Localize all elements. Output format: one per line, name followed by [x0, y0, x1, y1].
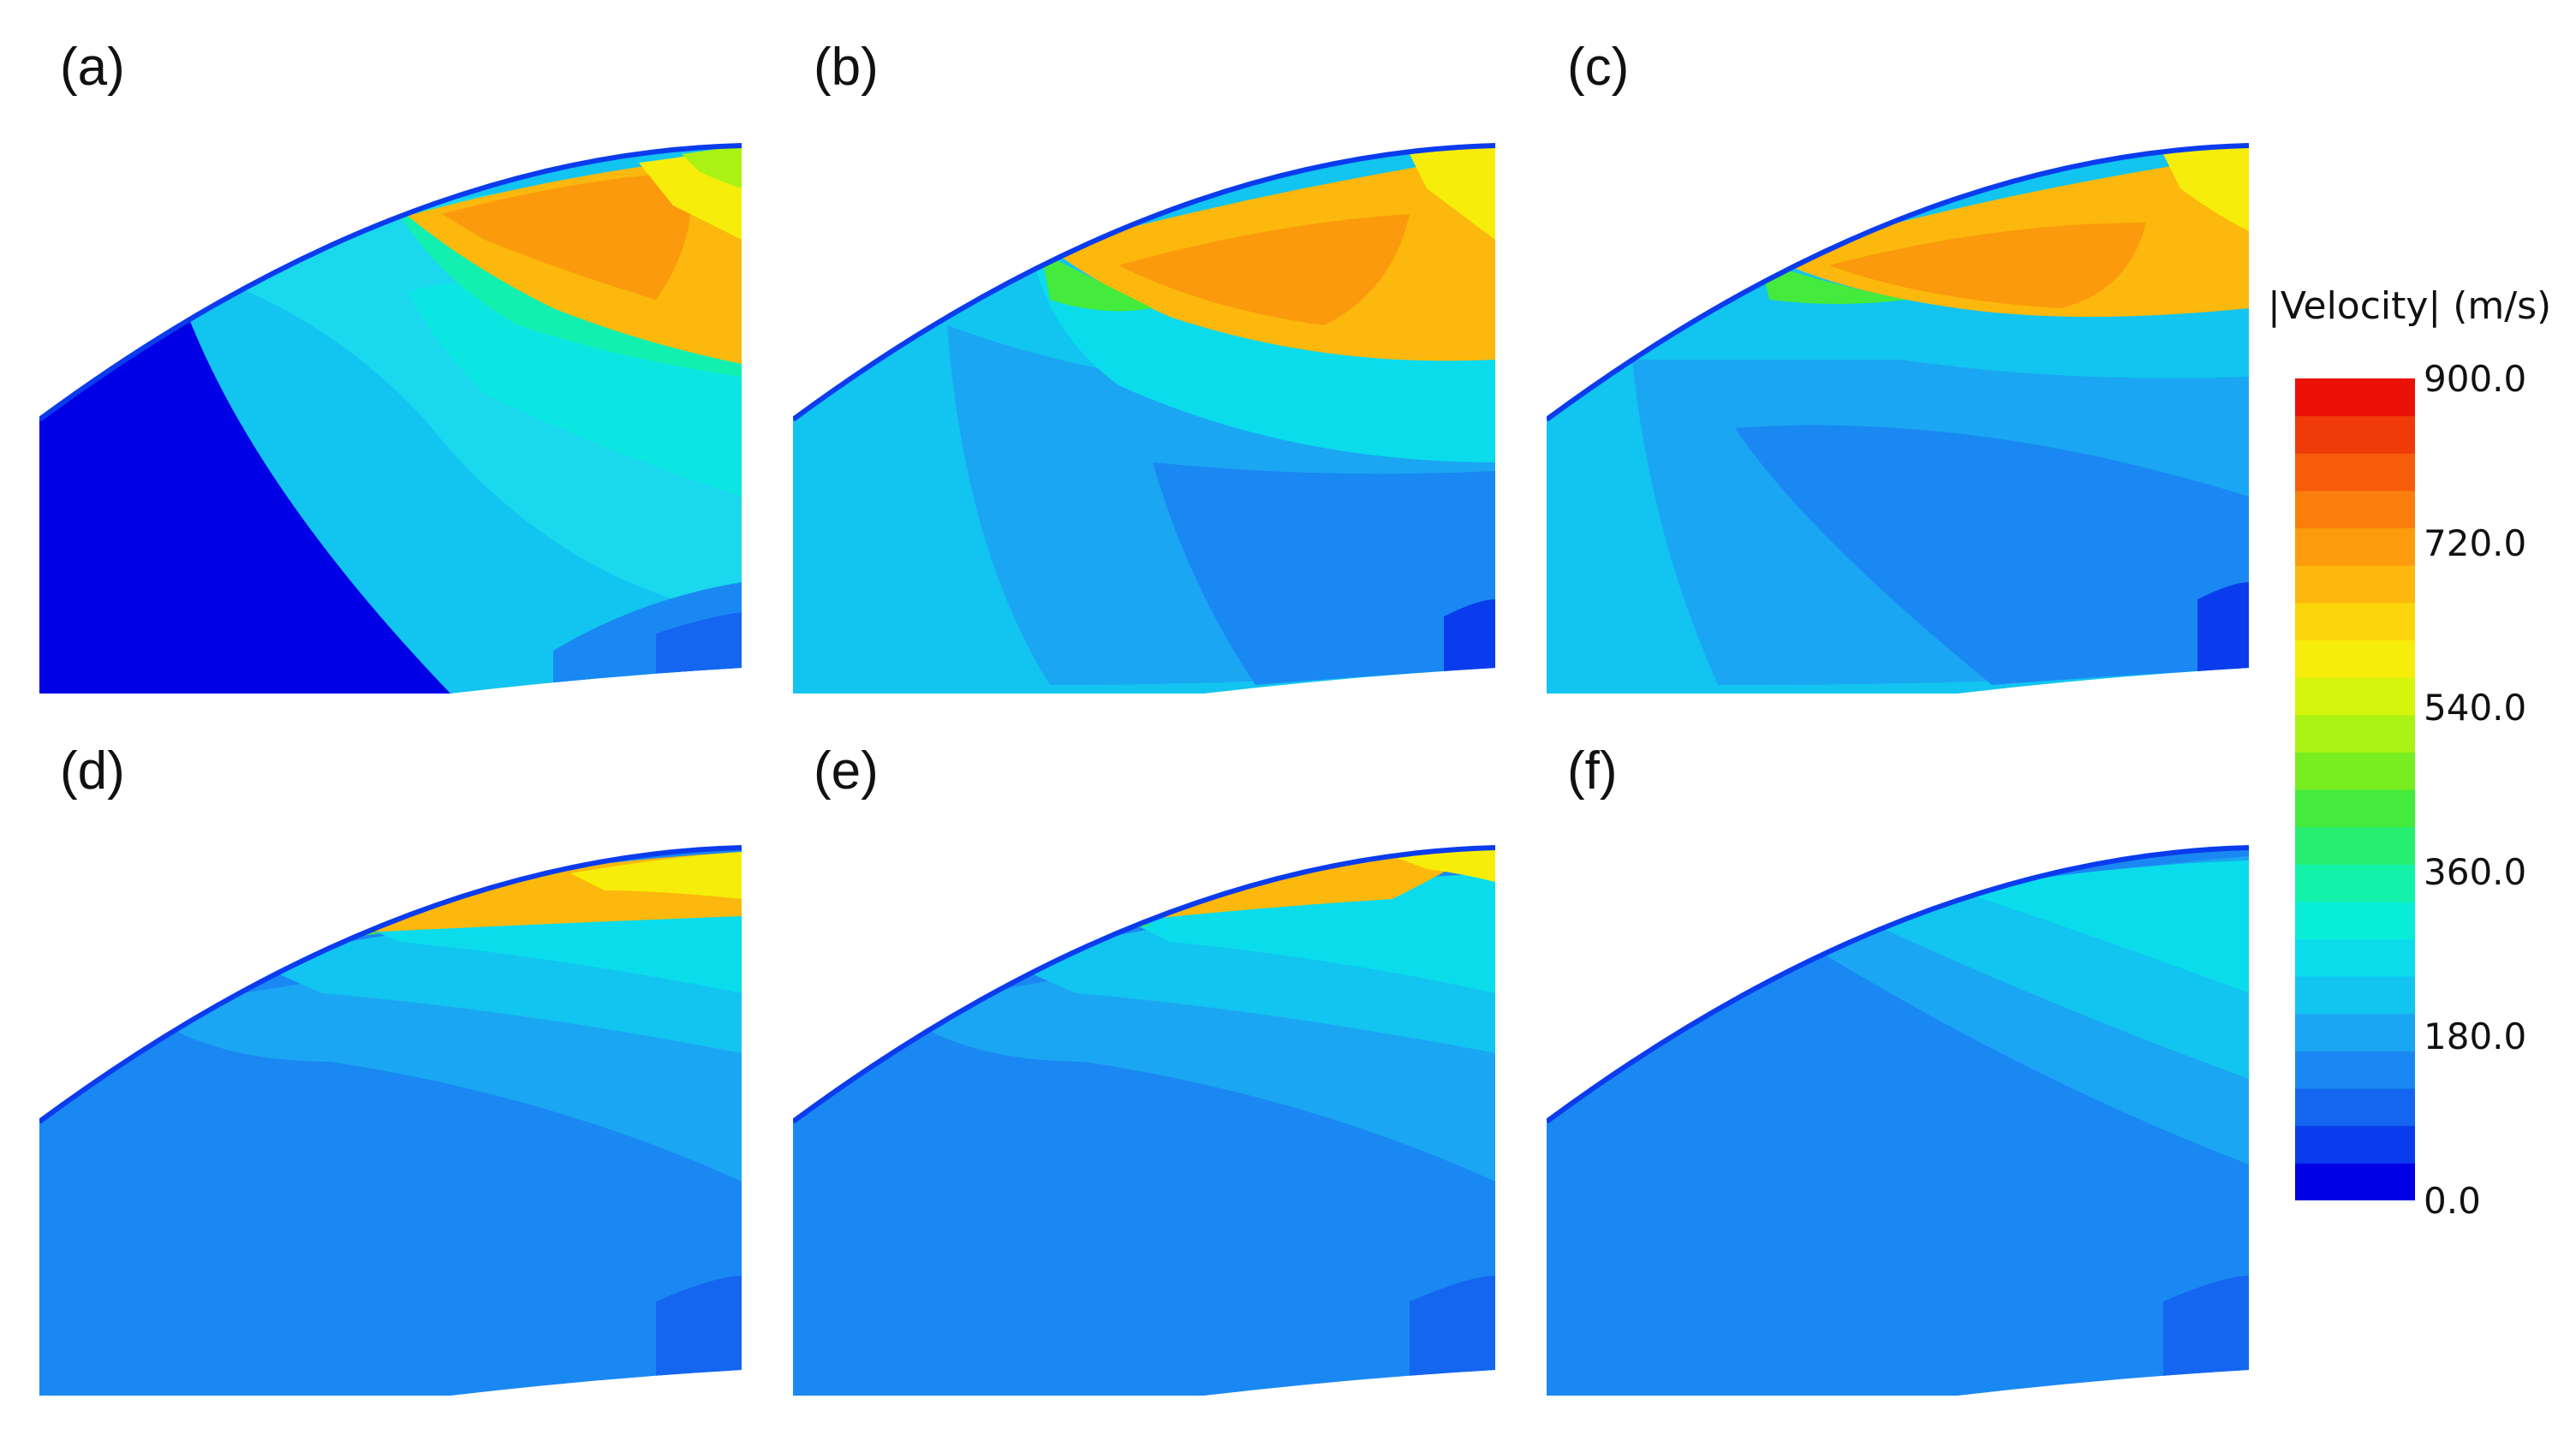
colorbar-band — [2295, 826, 2415, 865]
colorbar-band — [2295, 901, 2415, 940]
contour-panel-e — [793, 845, 1496, 1396]
colorbar-band — [2295, 453, 2415, 491]
colorbar-band — [2295, 864, 2415, 902]
colorbar-band — [2295, 714, 2415, 753]
colorbar-band — [2295, 752, 2415, 790]
panel-label-a: (a) — [60, 38, 125, 97]
contour-panel-c — [1547, 143, 2250, 694]
colorbar-band — [2295, 602, 2415, 640]
colorbar-band — [2295, 1125, 2415, 1164]
colorbar-tick-label: 0.0 — [2424, 1180, 2481, 1222]
colorbar-band — [2295, 1051, 2415, 1089]
colorbar-band — [2295, 938, 2415, 977]
colorbar — [2295, 378, 2415, 1200]
panel-label-b: (b) — [814, 38, 879, 97]
panel-label-d: (d) — [60, 741, 125, 801]
colorbar-tick-label: 360.0 — [2424, 851, 2527, 893]
colorbar-tick-label: 900.0 — [2424, 358, 2527, 400]
colorbar-band — [2295, 1013, 2415, 1051]
panel-label-c: (c) — [1567, 38, 1630, 97]
contour-panel-f — [1547, 845, 2250, 1396]
colorbar-band — [2295, 565, 2415, 604]
colorbar-band — [2295, 789, 2415, 828]
colorbar-tick-label: 180.0 — [2424, 1015, 2527, 1057]
colorbar-band — [2295, 415, 2415, 454]
colorbar-band — [2295, 976, 2415, 1015]
colorbar-band — [2295, 640, 2415, 678]
colorbar-tick-label: 720.0 — [2424, 522, 2527, 564]
colorbar-band — [2295, 1163, 2415, 1200]
contour-panel-d — [39, 845, 742, 1396]
colorbar-band — [2295, 527, 2415, 566]
colorbar-title: |Velocity| (m/s) — [2268, 284, 2552, 328]
colorbar-band — [2295, 490, 2415, 529]
colorbar-band — [2295, 1088, 2415, 1127]
panel-label-e: (e) — [814, 741, 879, 801]
contour-panel-a — [39, 143, 742, 694]
contour-panel-b — [793, 143, 1496, 694]
colorbar-band — [2295, 677, 2415, 716]
colorbar-band — [2295, 378, 2415, 417]
colorbar-tick-label: 540.0 — [2424, 687, 2527, 729]
panel-label-f: (f) — [1567, 741, 1618, 801]
